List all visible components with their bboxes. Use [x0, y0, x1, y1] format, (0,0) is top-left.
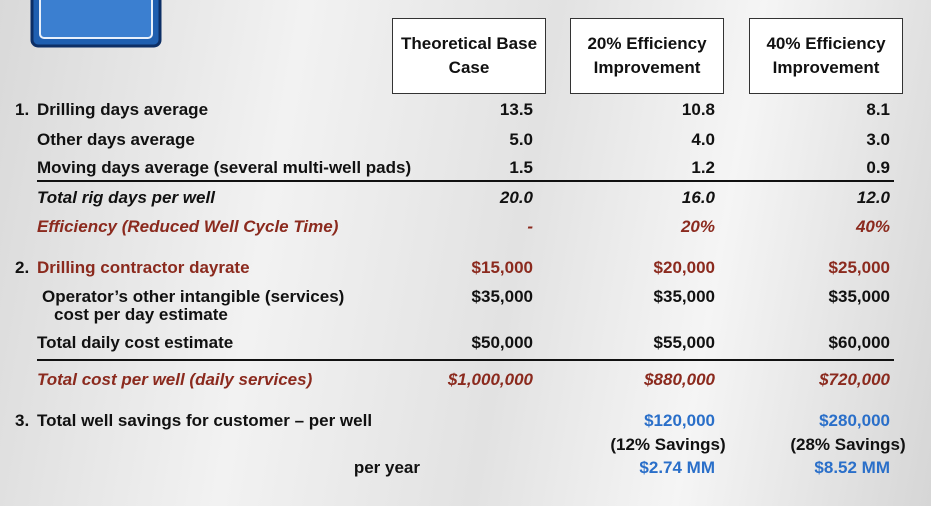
cell-value: $15,000 — [471, 258, 533, 277]
row-label: Moving days average (several multi-well … — [37, 158, 412, 177]
column-header: Theoretical Base Case — [392, 18, 546, 94]
row-number: 2. — [15, 258, 30, 277]
cell-value: $20,000 — [653, 258, 715, 277]
cell-value: 13.5 — [499, 100, 533, 119]
row-label: Total daily cost estimate — [37, 333, 234, 352]
cell-value: $8.52 MM — [814, 458, 890, 477]
cell-value: 1.2 — [691, 158, 715, 177]
logo — [30, 0, 162, 48]
cell-value: 10.8 — [681, 100, 715, 119]
cell-value: 8.1 — [866, 100, 890, 119]
cell-value: 0.9 — [866, 158, 890, 177]
cell-value: $880,000 — [644, 370, 715, 389]
cell-value: 5.0 — [509, 130, 533, 149]
cell-value: 12.0 — [856, 188, 890, 207]
cell-value: $50,000 — [471, 333, 533, 352]
cell-value: 40% — [855, 217, 890, 236]
row-label: Operator’s other intangible (services) — [42, 287, 345, 306]
cell-value: 20% — [680, 217, 715, 236]
row-label: cost per day estimate — [54, 305, 228, 324]
row-label: Total cost per well (daily services) — [37, 370, 313, 389]
cell-value: 16.0 — [681, 188, 715, 207]
cell-value: 3.0 — [866, 130, 890, 149]
cell-value: 1.5 — [509, 158, 533, 177]
cell-value: - — [527, 217, 533, 236]
cell-value: 4.0 — [691, 130, 715, 149]
cell-value: $60,000 — [828, 333, 890, 352]
cell-note: (28% Savings) — [790, 435, 906, 454]
cell-value: $55,000 — [653, 333, 715, 352]
cell-value: 20.0 — [499, 188, 533, 207]
column-header: 20% Efficiency Improvement — [570, 18, 724, 94]
row-label: Drilling days average — [37, 100, 209, 119]
cell-value: $280,000 — [819, 411, 890, 430]
cell-value: $25,000 — [828, 258, 890, 277]
row-number: 1. — [15, 100, 30, 119]
cell-note: (12% Savings) — [610, 435, 726, 454]
cell-value: $35,000 — [828, 287, 890, 306]
row-label: Other days average — [37, 130, 195, 149]
cell-value: $720,000 — [819, 370, 890, 389]
row-label: Efficiency (Reduced Well Cycle Time) — [37, 217, 339, 236]
row-number: 3. — [15, 411, 30, 430]
column-header: 40% Efficiency Improvement — [749, 18, 903, 94]
rule — [37, 359, 894, 361]
cell-value: $35,000 — [471, 287, 533, 306]
cell-value: $35,000 — [653, 287, 715, 306]
row-label: per year — [353, 458, 420, 477]
row-label: Total well savings for customer – per we… — [37, 411, 373, 430]
cell-value: $120,000 — [644, 411, 715, 430]
cell-value: $1,000,000 — [447, 370, 533, 389]
rule — [37, 180, 894, 182]
row-label: Total rig days per well — [37, 188, 215, 207]
cell-value: $2.74 MM — [639, 458, 715, 477]
row-label: Drilling contractor dayrate — [37, 258, 250, 277]
